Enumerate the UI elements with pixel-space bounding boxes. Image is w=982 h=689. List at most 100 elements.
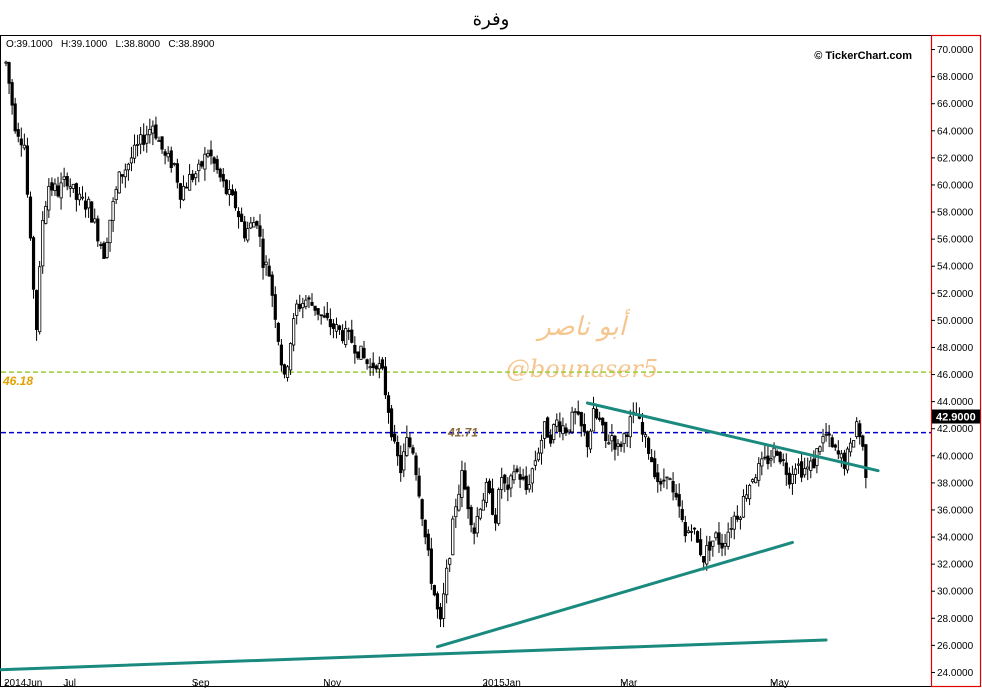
candle-body — [754, 477, 758, 484]
candle-body — [71, 183, 75, 189]
candle-body — [466, 486, 470, 510]
candle-body — [301, 303, 305, 309]
candle — [389, 404, 394, 441]
candle-body — [53, 183, 57, 191]
candle-body — [157, 140, 161, 142]
candle — [90, 200, 94, 223]
trendline-2[interactable] — [435, 540, 794, 649]
candle — [87, 196, 91, 219]
candle — [769, 450, 773, 467]
candle-body — [273, 294, 277, 320]
candle — [708, 535, 712, 562]
candle-body — [331, 323, 336, 329]
last-price-marker: 42.9000 — [932, 409, 980, 424]
candle-body — [380, 359, 384, 369]
candle — [145, 125, 149, 153]
candle-body — [855, 421, 859, 437]
candle-body — [28, 196, 33, 239]
candle-body — [65, 176, 69, 187]
x-axis-ticks: 2014Jun Jul Sep Nov 2015Jan Mar May — [4, 678, 789, 689]
candle — [74, 182, 78, 212]
candle — [169, 146, 173, 173]
candle-body — [172, 163, 176, 165]
candle — [518, 466, 522, 489]
candle — [356, 351, 360, 360]
candle — [610, 423, 614, 452]
plot-area[interactable] — [0, 35, 932, 687]
trendline-3[interactable] — [585, 401, 880, 473]
candle-body — [313, 305, 317, 311]
candle-body — [396, 442, 400, 457]
candle-body — [683, 522, 687, 537]
trendline-1[interactable] — [0, 638, 828, 672]
candle — [803, 457, 807, 478]
candle — [298, 294, 302, 312]
x-tick-label: Nov — [323, 678, 341, 689]
candle-body — [389, 408, 394, 438]
x-tick-label: Sep — [192, 678, 210, 689]
candle-body — [102, 242, 106, 259]
candle-body — [151, 125, 155, 134]
candle — [533, 450, 537, 471]
y-tick-label: 26.0000 — [937, 641, 974, 652]
candle-body — [493, 514, 498, 524]
candle — [181, 175, 186, 202]
candle-body — [558, 421, 562, 432]
candle — [264, 255, 268, 276]
candle — [288, 342, 293, 375]
candle — [206, 149, 210, 158]
candle-body — [487, 480, 492, 493]
candle-body — [656, 472, 660, 483]
candle — [310, 293, 314, 307]
y-tick-label: 44.0000 — [937, 397, 974, 408]
y-tick-label: 54.0000 — [937, 262, 974, 273]
candle — [405, 425, 409, 457]
candle — [546, 416, 550, 438]
candle-body — [261, 238, 265, 268]
candle-body — [304, 299, 308, 308]
candle — [778, 450, 782, 465]
candle — [466, 485, 470, 519]
candle — [558, 412, 562, 438]
candle — [71, 183, 75, 193]
candle-body — [203, 153, 207, 170]
candle — [858, 420, 862, 445]
candle — [509, 473, 513, 498]
candle — [108, 219, 112, 252]
candle — [240, 207, 244, 223]
candle-body — [292, 318, 296, 346]
candle-body — [408, 437, 412, 447]
candle-body — [625, 434, 629, 437]
price-axis[interactable] — [930, 34, 982, 688]
candle-body — [252, 222, 256, 228]
candle — [689, 524, 694, 542]
candle — [322, 306, 326, 319]
candle-body — [276, 322, 280, 342]
candle — [705, 535, 709, 571]
candle-body — [821, 436, 825, 444]
candle-body — [160, 136, 164, 150]
candle — [218, 167, 222, 182]
candle-body — [708, 541, 712, 551]
candle — [735, 505, 739, 523]
candle — [711, 540, 715, 557]
candle-body — [451, 518, 455, 556]
candle — [41, 211, 45, 274]
candle-body — [594, 408, 599, 419]
candle-body — [47, 185, 51, 211]
candle-body — [778, 451, 782, 463]
ohlc-readout: O:39.1000 H:39.1000 L:38.8000 C:38.8900 — [6, 39, 215, 50]
candle-body — [598, 417, 602, 420]
candle-body — [607, 442, 611, 445]
candle — [331, 319, 336, 339]
candle-body — [744, 494, 749, 499]
candle-body — [757, 463, 761, 481]
candle — [561, 417, 565, 441]
watermark-handle: @bounaser5 — [506, 355, 658, 383]
candle — [647, 436, 651, 460]
candle — [172, 162, 176, 167]
candle — [506, 477, 510, 502]
candle-body — [601, 417, 605, 426]
candle-body — [539, 439, 544, 454]
candle — [292, 313, 296, 352]
